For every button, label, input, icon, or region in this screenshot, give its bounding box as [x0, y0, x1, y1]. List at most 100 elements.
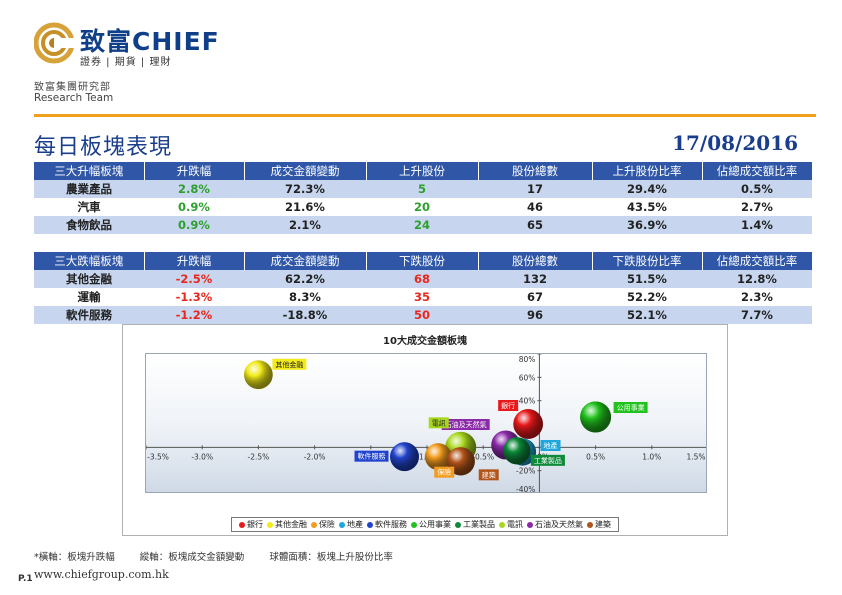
- y-tick-label: 60%: [519, 373, 536, 382]
- bubble-label-box: [613, 402, 648, 413]
- brand-name: 致富CHIEF: [80, 27, 220, 56]
- table-cell: 35: [413, 290, 430, 304]
- table-cell: 65: [478, 216, 592, 234]
- legend-dot-icon: [267, 521, 273, 528]
- bubble-label-box: [530, 454, 565, 466]
- bubble-label: 其他金融: [275, 360, 303, 369]
- column-header: 佔總成交額比率: [702, 252, 813, 270]
- table-row: 運輸 -1.3% 8.3% 35 67 52.2% 2.3%: [34, 288, 812, 306]
- page-title: 每日板塊表現: [34, 135, 173, 160]
- x-tick-label: -3.5%: [147, 452, 169, 461]
- x-tick-label: 1.5%: [686, 452, 705, 461]
- table-row: 汽車 0.9% 21.6% 20 46 43.5% 2.7%: [34, 198, 812, 216]
- table-cell: 2.8%: [144, 180, 244, 198]
- legend-label: 地產: [347, 520, 363, 529]
- bubble-label: 公用事業: [617, 403, 645, 412]
- table-cell: 軟件服務: [34, 306, 144, 324]
- company-logo: 致富CHIEF 證券 | 期貨 | 理財: [34, 20, 274, 70]
- table-cell: 50: [366, 306, 478, 324]
- table-cell: 36.9%: [592, 216, 702, 234]
- bubble-label: 軟件服務: [358, 452, 386, 461]
- axis-note-size: 球體面積：板塊上升股份比率: [269, 552, 393, 563]
- legend-label: 銀行: [247, 520, 263, 529]
- table-cell: -18.8%: [244, 306, 366, 324]
- legend-item: 建築: [587, 519, 611, 530]
- bubble-label: 電訊: [432, 418, 446, 427]
- table-cell: 0.9%: [178, 200, 210, 214]
- axis-note-y: 縱軸：板塊成交金額變動: [139, 552, 245, 563]
- axis-note-x: *橫軸：板塊升跌幅: [34, 552, 115, 563]
- column-header: 升跌幅: [144, 162, 245, 180]
- bubble-label-box: [428, 417, 449, 429]
- table-cell: 96: [478, 306, 592, 324]
- legend-dot-icon: [367, 521, 373, 528]
- column-header: 三大升幅板塊: [34, 162, 145, 180]
- table-cell: 52.1%: [592, 306, 702, 324]
- legend-item: 石油及天然氣: [527, 519, 583, 530]
- legend-dot-icon: [311, 521, 317, 528]
- report-date: 17/08/2016: [672, 131, 798, 155]
- table-row: 軟件服務 -1.2% -18.8% 50 96 52.1% 7.7%: [34, 306, 812, 324]
- bubble-label: 保險: [437, 468, 451, 477]
- legend-dot-icon: [587, 521, 593, 528]
- table-cell: 0.9%: [144, 216, 244, 234]
- y-tick-label: -20%: [516, 467, 535, 476]
- y-tick-label: 40%: [519, 397, 536, 406]
- legend-label: 建築: [595, 520, 611, 529]
- table-header-row: 三大跌幅板塊 升跌幅 成交金額變動 下跌股份 股份總數 下跌股份比率 佔總成交額比率: [34, 252, 813, 270]
- legend-label: 公用事業: [419, 520, 451, 529]
- column-header: 上升股份: [366, 162, 479, 180]
- column-header: 升跌幅: [144, 252, 245, 270]
- column-header: 上升股份比率: [592, 162, 703, 180]
- table-cell: -1.2%: [144, 306, 244, 324]
- table-cell: 68: [366, 270, 478, 288]
- table-cell: 7.7%: [702, 306, 812, 324]
- table-header-row: 三大升幅板塊 升跌幅 成交金額變動 上升股份 股份總數 上升股份比率 佔總成交額比率: [34, 162, 813, 180]
- table-cell: 43.5%: [627, 200, 667, 214]
- legend-frame: 銀行 其他金融 保險 地產 軟件服務 公用事業 工業製品 電訊 石油及天然氣 建築: [231, 517, 619, 532]
- bubble-label-box: [441, 419, 490, 430]
- legend-label: 保險: [319, 520, 335, 529]
- table-cell: 12.8%: [702, 270, 812, 288]
- legend-item: 其他金融: [267, 519, 307, 530]
- x-tick-label: 1.0%: [642, 452, 661, 461]
- table-row: 農業產品 2.8% 72.3% 5 17 29.4% 0.5%: [34, 180, 812, 198]
- bubble-shade: [503, 437, 531, 465]
- bubble-label: 工業製品: [534, 456, 562, 465]
- legend-dot-icon: [527, 521, 533, 528]
- legend-label: 其他金融: [275, 520, 307, 529]
- table-cell: 51.5%: [592, 270, 702, 288]
- x-tick-label: 0.5%: [586, 452, 605, 461]
- column-header: 成交金額變動: [244, 162, 367, 180]
- bubble-label: 石油及天然氣: [445, 420, 487, 429]
- legend-item: 電訊: [499, 519, 523, 530]
- table-cell: 2.3%: [741, 290, 773, 304]
- legend-dot-icon: [455, 521, 461, 528]
- legend-label: 工業製品: [463, 520, 495, 529]
- bubble-label-box: [354, 450, 389, 462]
- legend-item: 軟件服務: [367, 519, 407, 530]
- column-header: 成交金額變動: [244, 252, 367, 270]
- column-header: 股份總數: [478, 252, 593, 270]
- table-cell: 其他金融: [34, 270, 144, 288]
- table-cell: 食物飲品: [34, 216, 144, 234]
- website-link[interactable]: www.chiefgroup.com.hk: [34, 568, 169, 581]
- x-tick-label: -3.0%: [191, 452, 213, 461]
- legend-dot-icon: [411, 521, 417, 528]
- column-header: 佔總成交額比率: [702, 162, 813, 180]
- legend-label: 電訊: [507, 520, 523, 529]
- table-cell: 72.3%: [244, 180, 366, 198]
- table-cell: 21.6%: [285, 200, 325, 214]
- bubble-shade: [513, 409, 543, 439]
- table-cell: 農業產品: [34, 180, 144, 198]
- table-cell: 62.2%: [244, 270, 366, 288]
- bubble-label: 銀行: [501, 401, 515, 410]
- table-cell: 2.7%: [741, 200, 773, 214]
- legend-dot-icon: [239, 521, 245, 528]
- legend-dot-icon: [339, 521, 345, 528]
- table-cell: 5: [366, 180, 478, 198]
- table-cell: 24: [366, 216, 478, 234]
- table-cell: 67: [526, 290, 543, 304]
- legend-item: 地產: [339, 519, 363, 530]
- table-row: 食物飲品 0.9% 2.1% 24 65 36.9% 1.4%: [34, 216, 812, 234]
